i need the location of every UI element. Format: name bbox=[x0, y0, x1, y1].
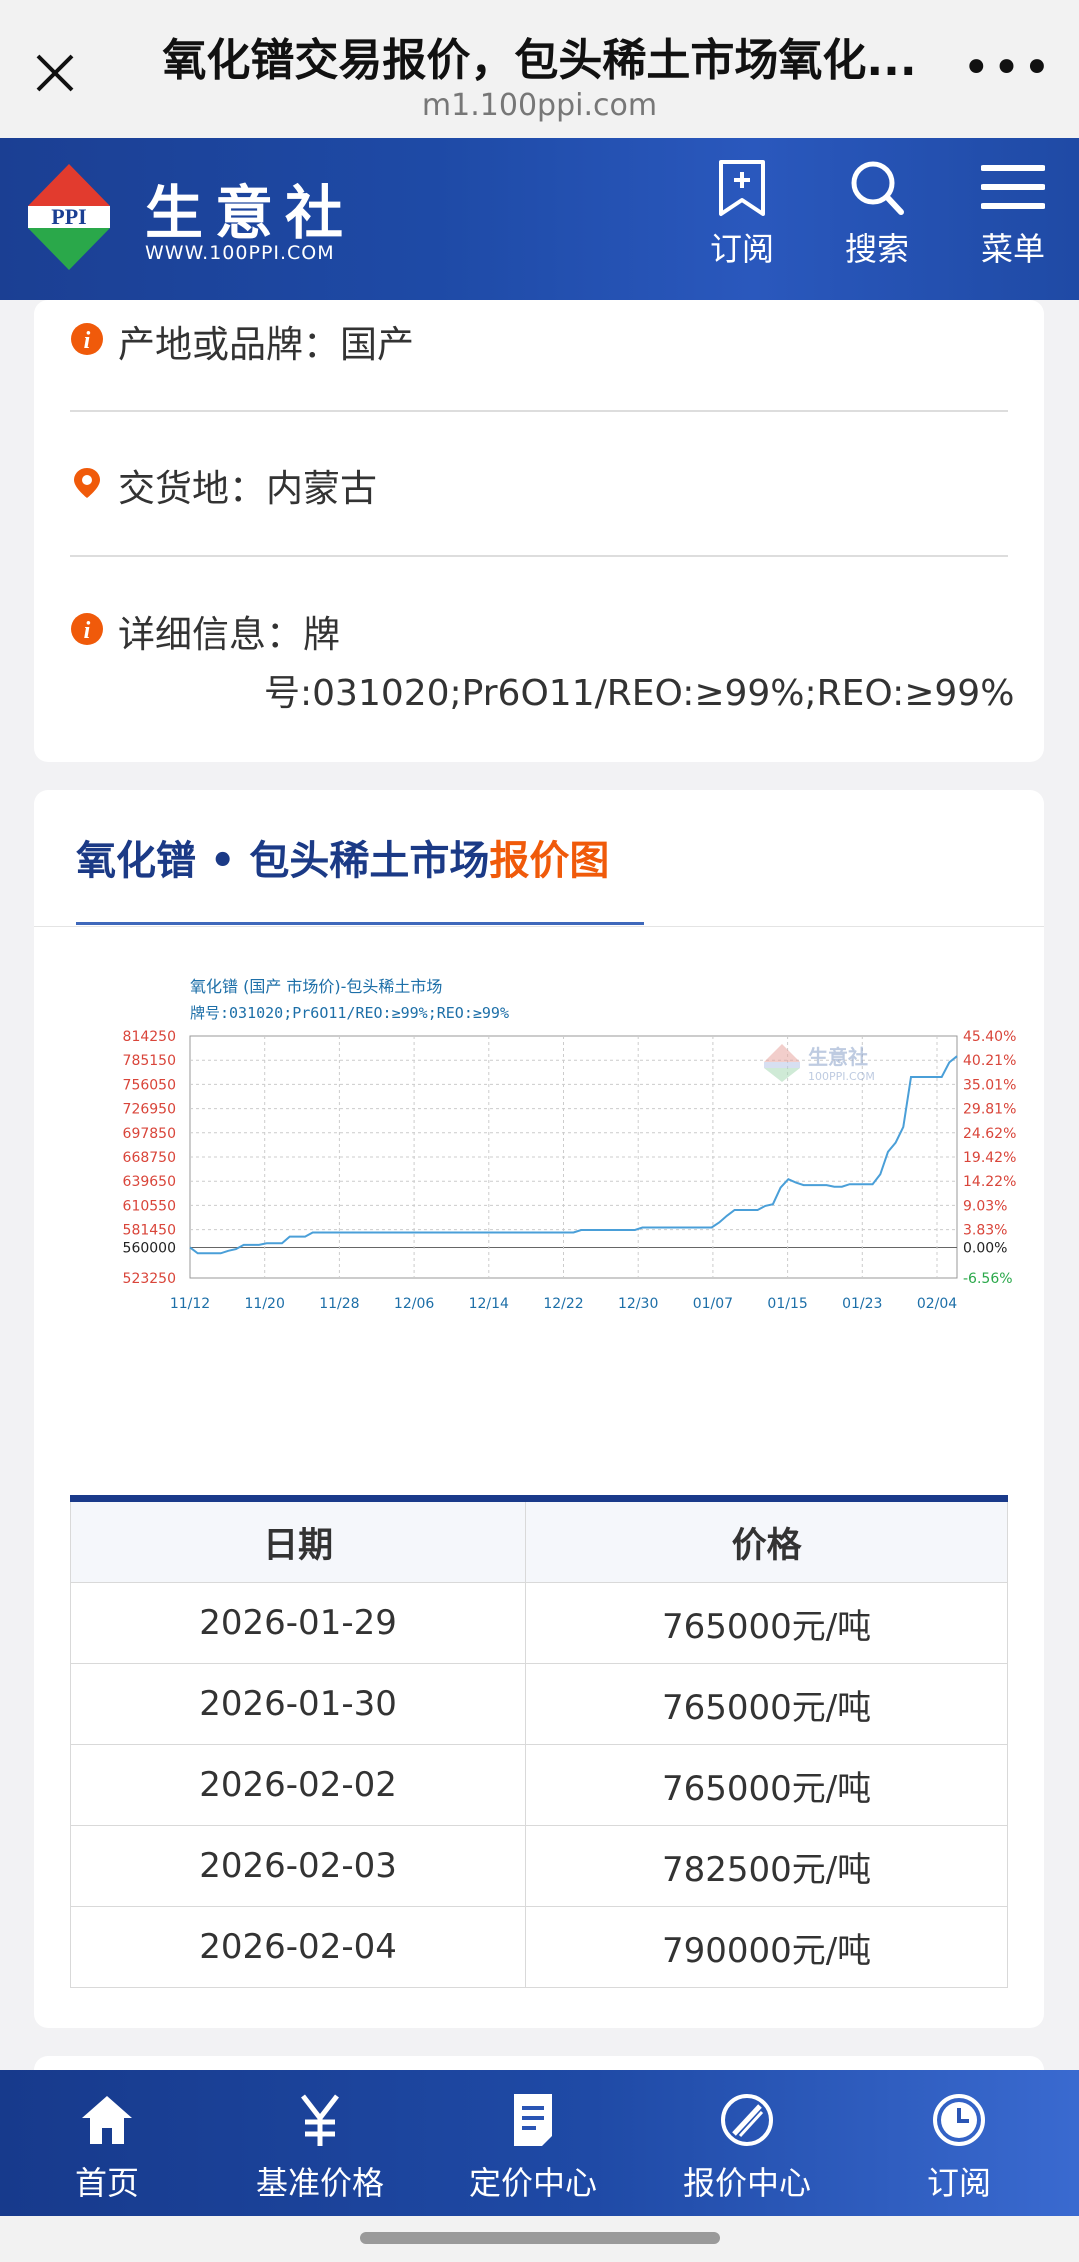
page-title: 氧化镨交易报价，包头稀土市场氧化... bbox=[162, 35, 917, 86]
detail-value-line2: 号:031020;Pr6O11/REO:≥99%;REO:≥99% bbox=[264, 673, 1015, 714]
x-tick-label: 12/14 bbox=[469, 1296, 509, 1312]
left-axis-ticks: 814250 785150 756050 726950 697850 668750 6396… bbox=[123, 1029, 176, 1287]
svg-text:PPI: PPI bbox=[51, 204, 86, 229]
y-right-tick-label: 29.81% bbox=[963, 1102, 1016, 1118]
product-info-card: i 产地或品牌：国产 交货地：内蒙古 i 详细信息：牌 号:031020;Pr6… bbox=[34, 300, 1044, 762]
y-right-tick-label: -6.56% bbox=[963, 1271, 1013, 1287]
origin-value: 国产 bbox=[340, 323, 414, 366]
x-axis-ticks: 11/12 11/20 11/28 12/06 12/14 12/22 12/30 01/07… bbox=[170, 1296, 957, 1312]
table-row: 2026-01-29 765000元/吨 bbox=[69, 1582, 1008, 1664]
compass-icon bbox=[721, 2094, 773, 2146]
section-title: 氧化镨 • 包头稀土市场报价图 bbox=[76, 838, 610, 884]
y-tick-label: 560000 bbox=[123, 1240, 176, 1256]
yen-icon bbox=[301, 2094, 339, 2146]
x-tick-label: 11/12 bbox=[170, 1296, 210, 1312]
location-pin-icon bbox=[74, 468, 100, 498]
clock-icon bbox=[933, 2094, 985, 2146]
delivery-value: 内蒙古 bbox=[266, 467, 377, 510]
site-header: PPI 生意社 WWW.100PPI.COM 订阅 搜索 菜单 bbox=[0, 138, 1079, 300]
more-options-icon[interactable]: ••• bbox=[962, 40, 1053, 96]
x-tick-label: 12/22 bbox=[543, 1296, 583, 1312]
close-icon[interactable] bbox=[30, 48, 80, 98]
date-column-header: 日期 bbox=[69, 1498, 527, 1583]
subscribe-button[interactable]: 订阅 bbox=[697, 158, 787, 270]
y-right-tick-label: 0.00% bbox=[963, 1240, 1007, 1256]
y-right-tick-label: 9.03% bbox=[963, 1198, 1007, 1214]
detail-value-line1: 牌 bbox=[303, 613, 340, 656]
y-tick-label: 523250 bbox=[123, 1271, 176, 1287]
svg-text:i: i bbox=[84, 328, 91, 354]
tab-subscribe[interactable]: 订阅 bbox=[884, 2092, 1034, 2204]
x-tick-label: 02/04 bbox=[917, 1296, 957, 1312]
tab-pricing-center[interactable]: 定价中心 bbox=[458, 2092, 608, 2204]
price-line-chart: 氧化镨 (国产 市场价)-包头稀土市场 牌号:031020;Pr6O11/REO… bbox=[123, 977, 1017, 1312]
y-tick-label: 668750 bbox=[123, 1150, 176, 1166]
document-icon bbox=[514, 2094, 552, 2146]
y-tick-label: 726950 bbox=[123, 1102, 176, 1118]
brand-name[interactable]: 生意社 bbox=[145, 179, 356, 247]
table-header-row: 日期 价格 bbox=[69, 1498, 1008, 1583]
x-tick-label: 01/23 bbox=[842, 1296, 882, 1312]
section-title-underline bbox=[76, 922, 644, 925]
y-right-tick-label: 45.40% bbox=[963, 1029, 1016, 1045]
y-tick-label: 639650 bbox=[123, 1174, 176, 1190]
home-indicator[interactable] bbox=[360, 2232, 720, 2244]
y-right-tick-label: 14.22% bbox=[963, 1174, 1016, 1190]
ppi-logo[interactable]: PPI bbox=[26, 162, 112, 272]
y-right-tick-label: 24.62% bbox=[963, 1126, 1016, 1142]
tab-home[interactable]: 首页 bbox=[32, 2092, 182, 2204]
bookmark-add-icon bbox=[719, 160, 765, 216]
x-tick-label: 11/28 bbox=[319, 1296, 359, 1312]
menu-button[interactable]: 菜单 bbox=[968, 158, 1058, 270]
home-icon bbox=[82, 2096, 132, 2144]
divider bbox=[70, 410, 1008, 412]
y-tick-label: 697850 bbox=[123, 1126, 176, 1142]
y-right-tick-label: 19.42% bbox=[963, 1150, 1016, 1166]
x-tick-label: 01/07 bbox=[693, 1296, 733, 1312]
menu-icon bbox=[981, 165, 1045, 209]
y-right-tick-label: 3.83% bbox=[963, 1223, 1007, 1239]
info-icon: i bbox=[71, 323, 103, 355]
tab-quote-center[interactable]: 报价中心 bbox=[672, 2092, 822, 2204]
chart-grid bbox=[189, 1035, 958, 1279]
x-tick-label: 11/20 bbox=[245, 1296, 285, 1312]
table-row: 2026-02-02 765000元/吨 bbox=[69, 1744, 1008, 1826]
chart-subtitle: 牌号:031020;Pr6O11/REO:≥99%;REO:≥99% bbox=[190, 1004, 509, 1022]
chart-watermark: 生意社 100PPI.COM bbox=[764, 1044, 875, 1083]
svg-text:i: i bbox=[84, 618, 91, 644]
right-axis-ticks: 45.40% 40.21% 35.01% 29.81% 24.62% 19.42% 14.2… bbox=[963, 1029, 1016, 1287]
search-icon bbox=[851, 161, 904, 215]
page-url: m1.100ppi.com bbox=[421, 88, 658, 123]
y-tick-label: 610550 bbox=[123, 1198, 176, 1214]
tab-benchmark-price[interactable]: 基准价格 bbox=[245, 2092, 395, 2204]
brand-url: WWW.100PPI.COM bbox=[145, 242, 335, 264]
price-series-line bbox=[189, 1055, 958, 1255]
y-right-tick-label: 35.01% bbox=[963, 1077, 1016, 1093]
y-tick-label: 814250 bbox=[123, 1029, 176, 1045]
x-tick-label: 01/15 bbox=[767, 1296, 807, 1312]
search-button[interactable]: 搜索 bbox=[832, 158, 922, 270]
chart-title: 氧化镨 (国产 市场价)-包头稀土市场 bbox=[190, 977, 442, 996]
price-table: 日期 价格 2026-01-29 765000元/吨 2026-01-30 7650… bbox=[69, 1495, 1008, 1988]
divider bbox=[70, 555, 1008, 557]
svg-text:生意社: 生意社 bbox=[808, 1045, 868, 1069]
y-tick-label: 581450 bbox=[123, 1223, 176, 1239]
x-tick-label: 12/06 bbox=[394, 1296, 434, 1312]
y-right-tick-label: 40.21% bbox=[963, 1053, 1016, 1069]
x-tick-label: 12/30 bbox=[618, 1296, 658, 1312]
table-row: 2026-02-04 790000元/吨 bbox=[69, 1906, 1008, 1988]
svg-text:100PPI.COM: 100PPI.COM bbox=[808, 1070, 875, 1083]
bottom-tab-bar: 首页 基准价格 定价中心 报价中心 订阅 bbox=[0, 2070, 1079, 2216]
price-column-header: 价格 bbox=[525, 1498, 1008, 1583]
y-tick-label: 756050 bbox=[123, 1077, 176, 1093]
info-icon: i bbox=[71, 613, 103, 645]
table-row: 2026-02-03 782500元/吨 bbox=[69, 1825, 1008, 1907]
y-tick-label: 785150 bbox=[123, 1053, 176, 1069]
price-chart-card: 氧化镨 • 包头稀土市场报价图 氧化镨 (国产 市场价)-包头稀土市场 牌号:0… bbox=[34, 790, 1044, 2028]
browser-top-bar: 氧化镨交易报价，包头稀土市场氧化... m1.100ppi.com ••• bbox=[0, 0, 1079, 138]
table-row: 2026-01-30 765000元/吨 bbox=[69, 1663, 1008, 1745]
